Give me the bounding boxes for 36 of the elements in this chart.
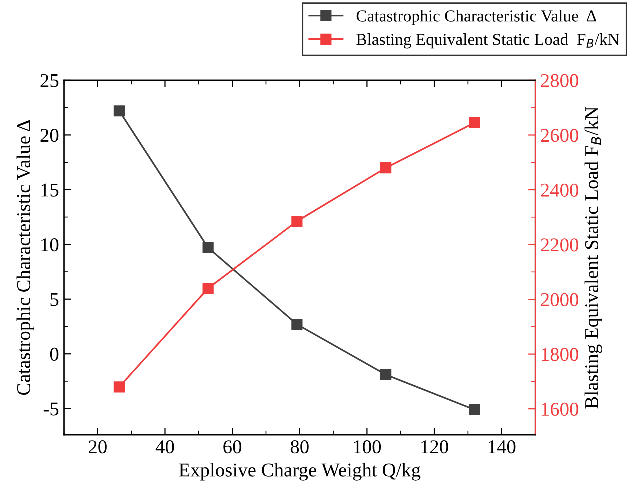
y2-tick-label: 2800 bbox=[541, 74, 579, 88]
legend-label: Catastrophic Characteristic Value Δ bbox=[356, 10, 596, 26]
x-tick-label: 80 bbox=[290, 440, 309, 454]
y2-axis-title: Blasting Equivalent Static Load F$_{B}$/kN bbox=[584, 106, 602, 409]
x-tick-label: 60 bbox=[224, 440, 242, 454]
x-tick-label: 100 bbox=[354, 440, 382, 454]
x-tick-label: 20 bbox=[89, 440, 107, 454]
point bbox=[292, 216, 303, 228]
point bbox=[469, 404, 480, 416]
y-tick-label: 15 bbox=[42, 184, 59, 197]
y-tick-label: 10 bbox=[42, 238, 59, 252]
y2-tick-label: 1800 bbox=[542, 348, 579, 362]
y-tick-label: 0 bbox=[50, 348, 59, 362]
legend-label: Blasting Equivalent Static Load F$_{B}$/kN bbox=[356, 34, 620, 49]
y2-tick-label: 2600 bbox=[541, 129, 579, 142]
y-tick-label: 20 bbox=[40, 129, 59, 142]
point bbox=[202, 242, 214, 254]
y2-tick-label: 2400 bbox=[541, 184, 579, 197]
point bbox=[469, 117, 480, 128]
y-tick-label: 5 bbox=[50, 293, 59, 306]
y2-tick-label: 1600 bbox=[542, 402, 579, 416]
point bbox=[114, 382, 126, 393]
point bbox=[292, 318, 303, 330]
y-tick-label: 25 bbox=[40, 74, 59, 88]
point bbox=[380, 162, 392, 174]
x-tick-label: 40 bbox=[156, 440, 174, 454]
y2-tick-label: 2200 bbox=[541, 238, 579, 252]
x-tick-label: 140 bbox=[488, 440, 516, 454]
point bbox=[202, 283, 214, 294]
y-axis-title: Catastrophic Characteristic Value Δ bbox=[16, 120, 34, 396]
y-tick-label: -5 bbox=[44, 402, 59, 416]
point bbox=[114, 106, 126, 117]
x-tick-label: 120 bbox=[422, 440, 448, 454]
x-axis-title: Explosive Charge Weight Q/kg bbox=[179, 463, 421, 481]
point bbox=[380, 369, 392, 380]
y2-tick-label: 2000 bbox=[541, 293, 579, 306]
